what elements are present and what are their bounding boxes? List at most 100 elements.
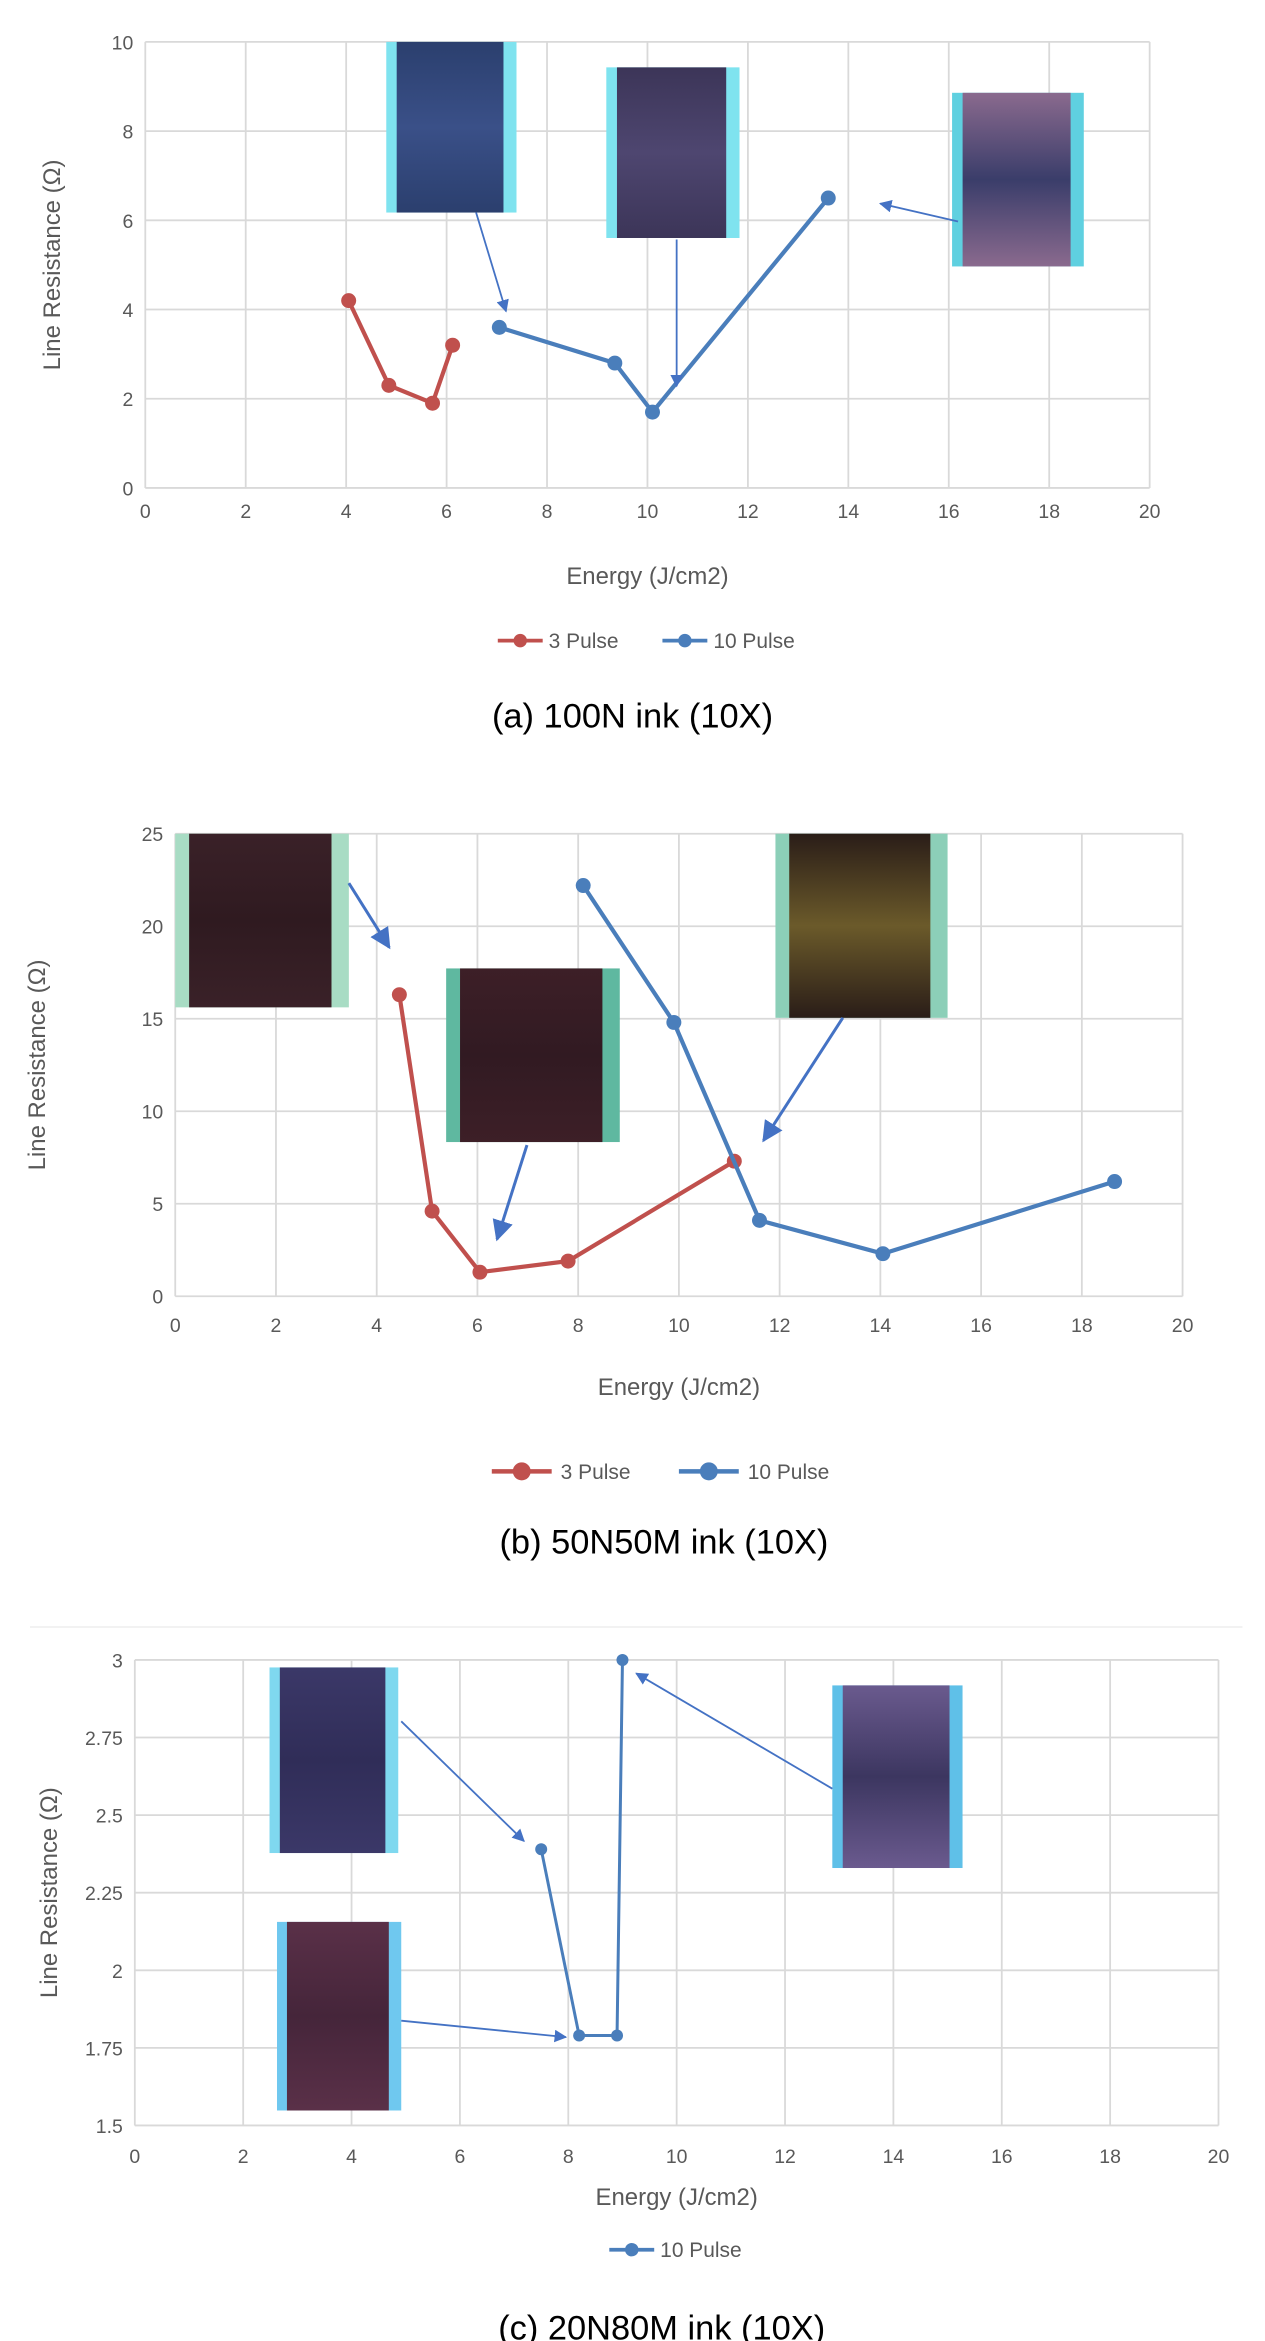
x-tick-label: 6 [441,501,452,523]
x-tick-label: 20 [1208,2146,1230,2168]
data-point [381,377,397,393]
data-point [611,2029,624,2042]
y-tick-label: 8 [123,122,134,144]
x-tick-label: 0 [140,501,151,523]
x-tick-label: 0 [170,1315,181,1337]
data-point [666,1014,682,1030]
y-tick-label: 2.75 [85,1728,123,1750]
data-point [1107,1174,1123,1190]
y-tick-label: 2 [123,389,134,411]
x-tick-label: 8 [573,1315,584,1337]
micrograph-line [842,1685,950,1869]
y-axis-title: Line Resistance (Ω) [24,960,51,1171]
micrograph-line [962,92,1071,267]
callout-arrow [878,199,959,223]
x-tick-label: 2 [240,501,251,523]
y-tick-label: 25 [142,824,164,846]
x-axis-title: Energy (J/cm2) [598,1374,760,1401]
x-tick-label: 4 [346,2146,357,2168]
x-tick-label: 18 [1071,1315,1093,1337]
x-tick-label: 18 [1038,501,1060,523]
x-tick-label: 8 [563,2146,574,2168]
legend-label: 10 Pulse [748,1461,829,1484]
y-axis-title: Line Resistance (Ω) [39,160,66,371]
x-tick-label: 12 [737,501,759,523]
legend-label: 10 Pulse [660,2239,741,2262]
x-axis-title: Energy (J/cm2) [566,563,728,590]
x-tick-label: 16 [991,2146,1013,2168]
chart-a: 0 2 4 6 8 10 12 14 16 18 20 0 2 4 6 8 10 Energy (J/cm2) Li… [39,32,1161,735]
chart-c: 0 2 4 6 8 10 12 14 16 18 20 1.5 1.75 2 2.25 2.5 2.75 3 Ene… [30,1626,1243,2341]
data-point [425,395,441,411]
callout-arrow [400,1720,525,1842]
callout-arrow [475,212,509,313]
y-tick-label: 15 [142,1009,164,1031]
x-tick-label: 8 [542,501,553,523]
data-point [820,190,836,206]
x-tick-label: 6 [472,1315,483,1337]
x-tick-label: 2 [271,1315,282,1337]
legend-marker [513,633,527,648]
series-line-3-pulse [346,299,455,406]
data-point [573,2029,586,2042]
x-tick-label: 10 [637,501,659,523]
callout-arrow [347,882,391,950]
x-tick-label: 10 [668,1315,690,1337]
x-tick-label: 14 [838,501,860,523]
x-tick-label: 12 [774,2146,796,2168]
x-tick-label: 20 [1139,501,1161,523]
y-tick-label: 0 [123,478,134,500]
micrograph-line [286,1921,389,2111]
data-point [616,1653,629,1666]
figure-caption: (b) 50N50M ink (10X) [499,1524,828,1562]
x-tick-label: 18 [1099,2146,1121,2168]
data-point [607,355,623,371]
micrograph-line [396,41,504,213]
y-tick-label: 2.25 [85,1883,123,1905]
series-line-10-pulse [539,1659,624,2037]
micrograph-line [616,67,727,238]
x-tick-label: 2 [238,2146,249,2168]
y-tick-label: 3 [112,1650,123,1672]
data-point [472,1264,488,1280]
data-point [491,319,507,335]
legend-marker [678,633,692,648]
x-tick-label: 12 [769,1315,791,1337]
legend-label: 10 Pulse [713,630,794,653]
figure-caption: (c) 20N80M ink (10X) [498,2310,825,2341]
micrograph-line [789,833,931,1018]
y-tick-label: 0 [152,1287,163,1309]
x-tick-label: 4 [371,1315,382,1337]
chart-b: 0 2 4 6 8 10 12 14 16 18 20 0 5 10 15 20 25 Energy (J/cm2… [24,824,1194,1561]
callout-arrow [401,2019,568,2043]
x-tick-label: 6 [455,2146,466,2168]
data-point [535,1843,548,1856]
micrograph-line [279,1667,386,1854]
x-axis-title: Energy (J/cm2) [596,2184,758,2211]
data-point [752,1212,767,1228]
x-tick-label: 16 [938,501,960,523]
y-tick-label: 5 [152,1194,163,1216]
legend-marker [625,2242,639,2257]
y-tick-label: 10 [142,1102,164,1124]
data-point [560,1253,576,1269]
micrograph-line [189,833,332,1008]
y-tick-label: 2.5 [96,1806,123,1828]
x-tick-label: 14 [883,2146,905,2168]
y-tick-label: 6 [123,211,134,233]
y-tick-label: 1.5 [96,2116,123,2138]
legend-label: 3 Pulse [561,1461,631,1484]
x-tick-label: 10 [666,2146,688,2168]
data-point [391,987,407,1003]
y-tick-label: 1.75 [85,2038,123,2060]
callout-arrow [635,1672,833,1790]
micrograph-line [460,968,603,1143]
data-point [424,1203,440,1219]
callout-arrow [492,1144,529,1242]
figure-caption: (a) 100N ink (10X) [492,697,773,735]
x-tick-label: 4 [341,501,352,523]
y-tick-label: 2 [112,1961,123,1983]
x-tick-label: 16 [970,1315,992,1337]
callout-arrow [762,1017,845,1143]
data-point [445,337,461,353]
